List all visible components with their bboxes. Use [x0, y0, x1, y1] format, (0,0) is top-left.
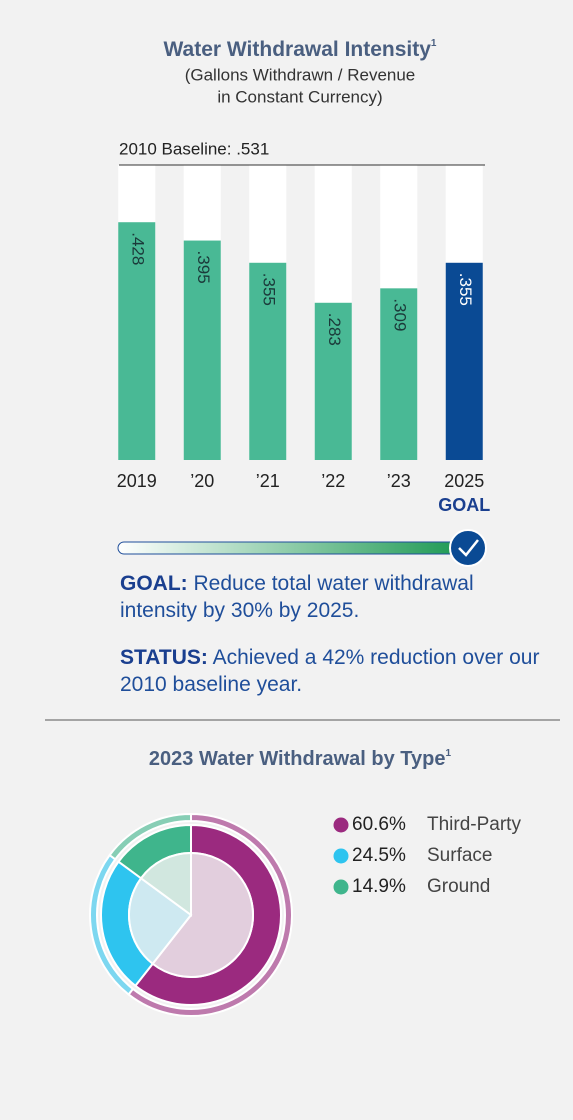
- progress-bar: [117, 541, 459, 555]
- goal-body: Reduce total water withdrawal intensity …: [120, 572, 474, 622]
- value-label: .355: [456, 273, 475, 306]
- baseline-label: 2010 Baseline: .531: [119, 139, 269, 158]
- title-note: 1: [431, 38, 437, 49]
- pie-inner: [128, 876, 193, 966]
- legend-label: Third-Party: [427, 814, 521, 835]
- title-text: 2023 Water Withdrawal by Type: [149, 748, 446, 770]
- status-label: STATUS:: [120, 646, 208, 669]
- goal-label: GOAL:: [120, 572, 188, 595]
- x-tick-label: ’23: [387, 471, 411, 491]
- legend-value: 14.9%: [352, 876, 406, 897]
- bar: [249, 262, 287, 460]
- check-badge: [449, 529, 487, 567]
- value-label: .283: [325, 313, 344, 346]
- bar: [445, 262, 483, 460]
- subtitle: (Gallons Withdrawn / Revenue: [185, 65, 416, 84]
- pie-outer-ring: [108, 812, 192, 861]
- pie-inner: [139, 851, 192, 917]
- bar: [183, 240, 221, 460]
- legend-value: 24.5%: [352, 845, 406, 866]
- legend-swatch: [333, 848, 349, 864]
- title-text: Water Withdrawal Intensity: [164, 38, 432, 61]
- chart-title: 2023 Water Withdrawal by Type1: [149, 748, 452, 771]
- value-label: .309: [390, 298, 409, 331]
- check-icon: [458, 539, 479, 557]
- legend-swatch: [333, 817, 349, 833]
- legend-swatch: [333, 879, 349, 895]
- status-body: Achieved a 42% reduction over our 2010 b…: [120, 646, 540, 696]
- x-tick-label: ’22: [321, 471, 345, 491]
- x-tick-label: ’21: [256, 471, 280, 491]
- chart-title: Water Withdrawal Intensity1: [164, 38, 437, 61]
- goal-text: GOAL: Reduce total water withdrawal inte…: [120, 570, 540, 624]
- value-label: .428: [128, 232, 147, 265]
- legend-label: Surface: [427, 845, 492, 866]
- bar: [314, 302, 352, 460]
- status-text: STATUS: Achieved a 42% reduction over ou…: [120, 644, 540, 698]
- bar: [118, 222, 156, 460]
- value-label: .355: [259, 273, 278, 306]
- x-tick-label: ’20: [190, 471, 214, 491]
- subtitle: in Constant Currency): [217, 87, 382, 106]
- bar: [380, 288, 418, 460]
- title-note: 1: [446, 748, 452, 759]
- x-tick-label: 2019: [117, 471, 157, 491]
- x-tick-label: 2025: [444, 471, 484, 491]
- legend-value: 60.6%: [352, 814, 406, 835]
- pie-inner: [151, 851, 254, 978]
- legend-label: Ground: [427, 876, 490, 897]
- goal-label: GOAL: [438, 495, 490, 515]
- value-label: .395: [194, 251, 213, 284]
